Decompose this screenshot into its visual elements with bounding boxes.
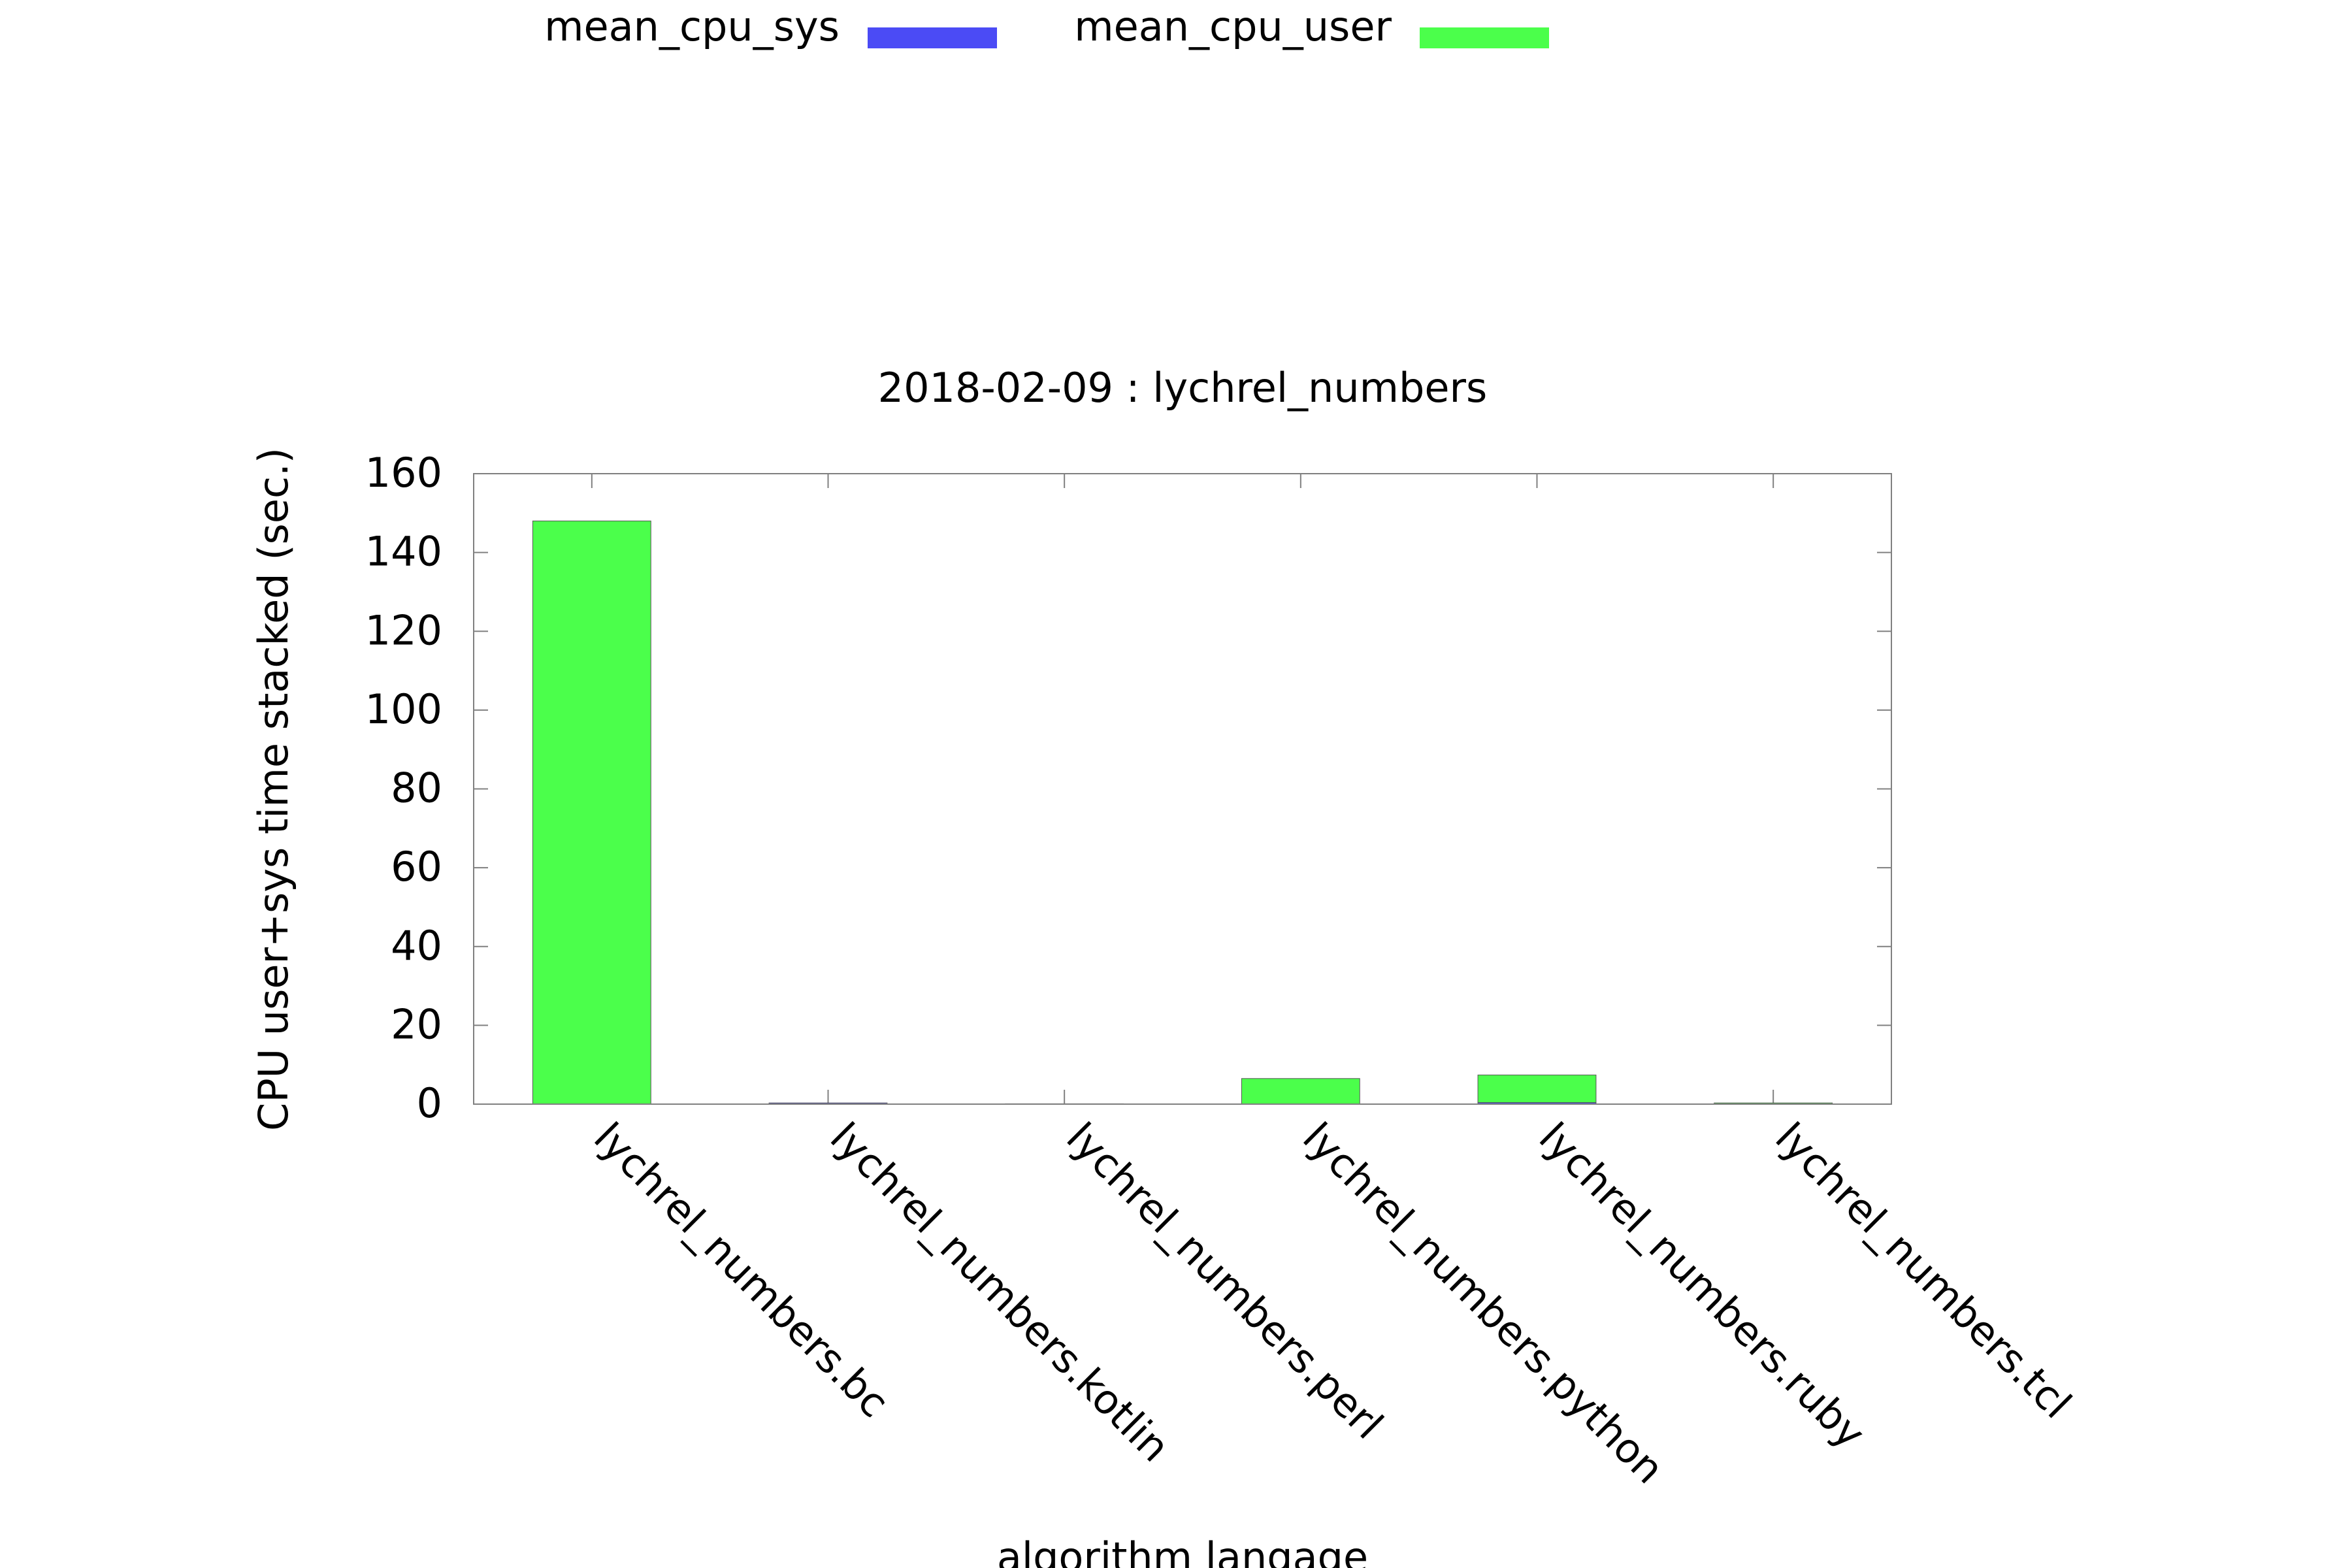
- x-axis-ticks: [591, 474, 1774, 1104]
- chart-title: 2018-02-09 : lychrel_numbers: [878, 364, 1488, 412]
- legend: mean_cpu_sys mean_cpu_user: [544, 3, 1549, 50]
- bar-mean_cpu_user: [1241, 1078, 1360, 1105]
- y-tick-label: 60: [391, 843, 442, 890]
- x-axis-tick-labels: lychrel_numbers.bclychrel_numbers.kotlin…: [585, 1113, 2080, 1493]
- bar-mean_cpu_user: [1477, 1074, 1597, 1103]
- legend-label: mean_cpu_user: [1074, 3, 1392, 50]
- y-tick-label: 40: [391, 922, 442, 970]
- y-axis-label: CPU user+sys time stacked (sec.): [250, 448, 297, 1131]
- y-tick-label: 120: [365, 606, 442, 654]
- legend-swatch: [1420, 27, 1549, 48]
- legend-label: mean_cpu_sys: [544, 3, 840, 50]
- y-tick-label: 100: [365, 685, 442, 733]
- x-axis-label: algorithm langage: [997, 1533, 1368, 1568]
- y-tick-label: 160: [365, 449, 442, 497]
- y-tick-label: 80: [391, 764, 442, 812]
- y-axis-ticks: 0 20 40 60 80 100 120 140 160: [365, 449, 1891, 1127]
- legend-swatch: [868, 27, 997, 48]
- bars: [532, 520, 1833, 1105]
- plot-frame: [473, 473, 1892, 1105]
- y-tick-label: 0: [417, 1079, 442, 1127]
- y-tick-label: 140: [365, 528, 442, 576]
- y-tick-label: 20: [391, 1000, 442, 1048]
- bar-mean_cpu_user: [532, 520, 651, 1105]
